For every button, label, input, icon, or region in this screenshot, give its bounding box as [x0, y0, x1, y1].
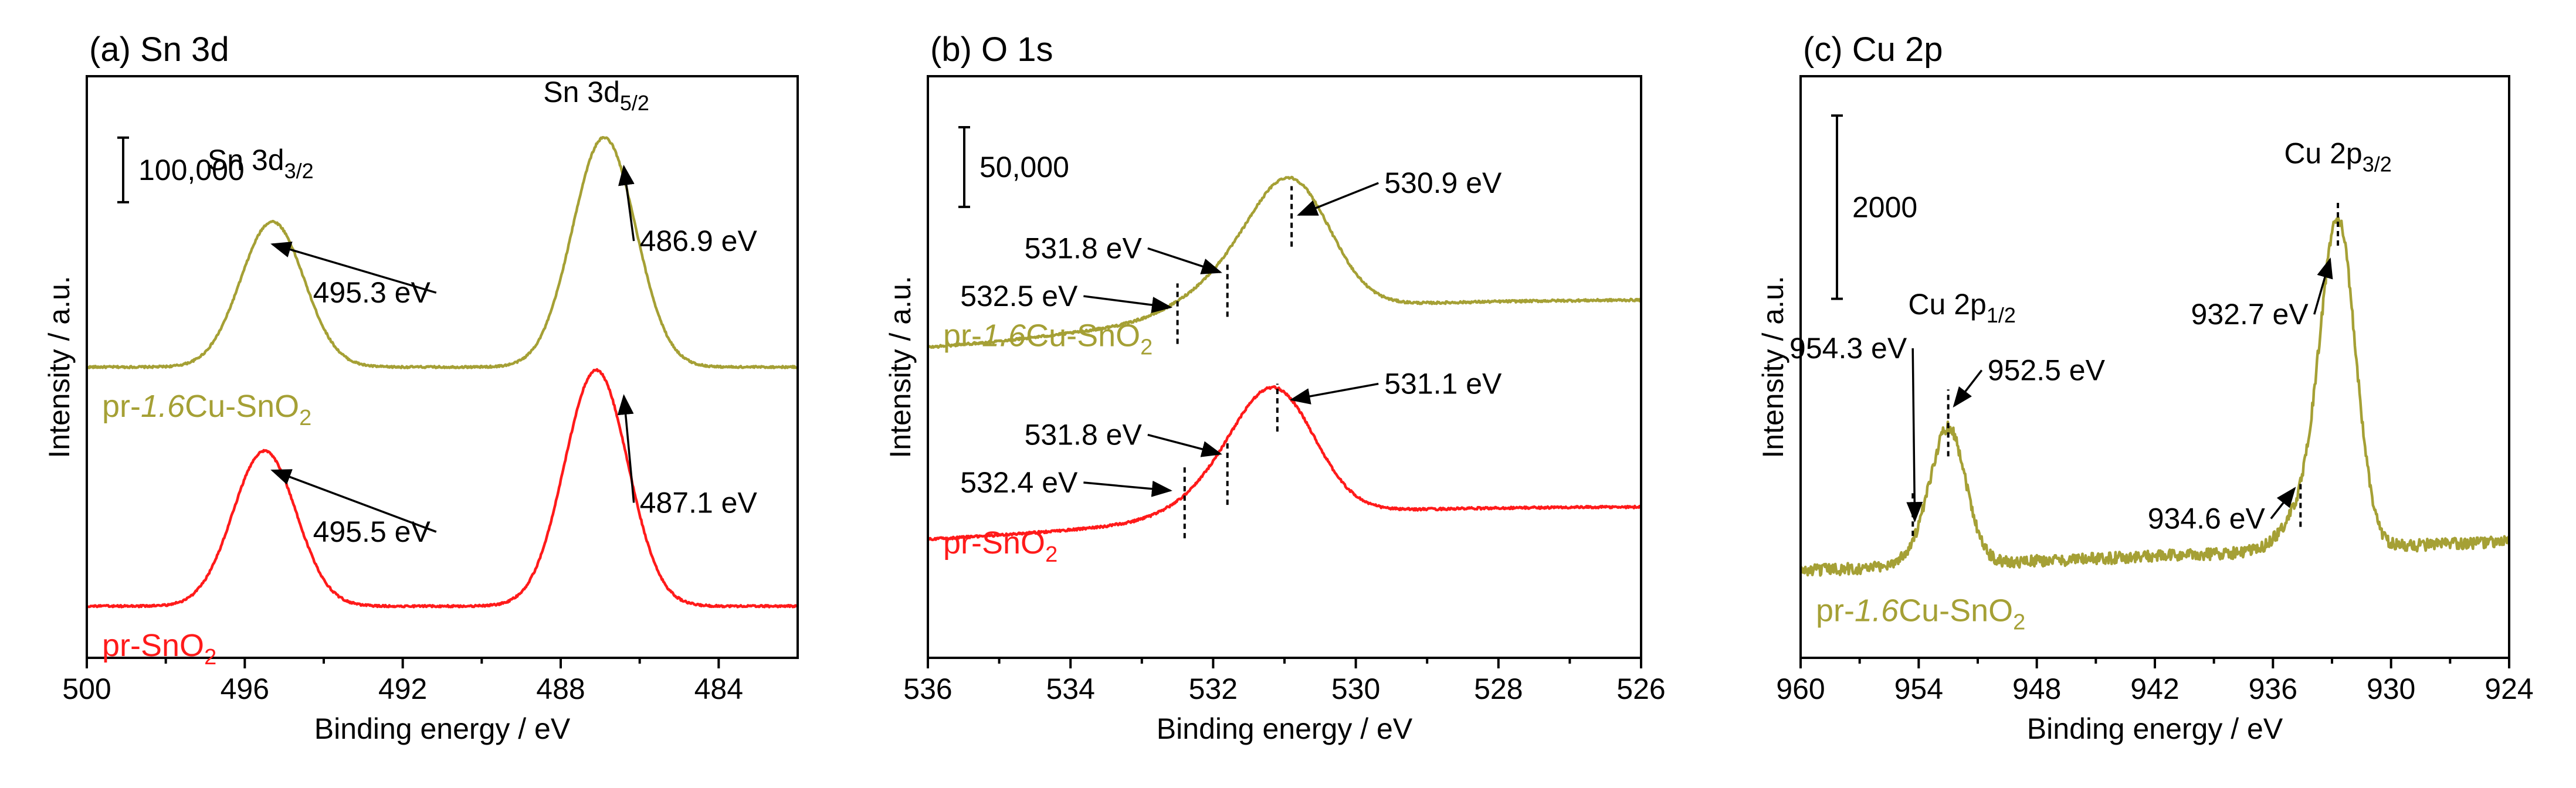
panel-a: 500 496 492 488 484 Binding energy / eV Intens… — [43, 30, 799, 745]
annotation-label-c-2: 954.3 eV — [1789, 332, 1907, 365]
x-tick-label-c-1: 954 — [1894, 672, 1943, 705]
plot-frame-a — [86, 75, 799, 659]
series-line-a-2 — [87, 368, 798, 609]
scale-bar-a: 100,000 — [117, 136, 245, 203]
series-line-b-2 — [928, 385, 1641, 542]
annotation-arrow-b-3 — [1289, 382, 1379, 405]
annotation-a-3: 487.1 eV — [617, 394, 758, 519]
annotation-label-a-2: 495.5 eV — [313, 515, 431, 548]
series-line-b-1 — [928, 175, 1641, 349]
annotation-a-0: 495.3 eV — [270, 242, 437, 309]
x-tick-label-a-4: 484 — [694, 672, 743, 705]
annotation-arrow-b-2 — [1083, 295, 1172, 313]
annotation-label-a-0: 495.3 eV — [313, 276, 431, 309]
x-tick-label-a-2: 492 — [378, 672, 427, 705]
x-axis-label-a: Binding energy / eV — [314, 712, 571, 745]
annotation-label-c-3: 934.6 eV — [2148, 502, 2266, 535]
x-tick-label-c-0: 960 — [1776, 672, 1825, 705]
series-label-a-1: pr-1.6Cu-SnO2 — [102, 389, 311, 430]
annotation-arrow-c-0 — [2313, 257, 2333, 315]
annotation-label-c-1: 952.5 eV — [1988, 354, 2106, 386]
panel-b: 536 534 532 530 528 526 Binding energy / eV Int… — [884, 30, 1666, 745]
annotation-b-5: 532.4 eV — [960, 466, 1172, 499]
annotation-label-b-2: 532.5 eV — [960, 280, 1078, 313]
y-axis-label-c: Intensity / a.u. — [1757, 276, 1789, 458]
panel-title-c: (c) Cu 2p — [1803, 30, 1943, 69]
x-tick-label-c-4: 936 — [2249, 672, 2297, 705]
annotation-arrow-c-2 — [1906, 348, 1923, 523]
x-tick-label-a-0: 500 — [62, 672, 111, 705]
annotation-a-1: 486.9 eV — [618, 164, 758, 257]
series-label-a-2: pr-SnO2 — [102, 628, 216, 670]
y-axis-label-a: Intensity / a.u. — [43, 276, 76, 458]
series-label-b-2: pr-SnO2 — [943, 525, 1057, 567]
peak-label-a-0: Sn 3d3/2 — [208, 144, 314, 183]
annotation-label-b-5: 532.4 eV — [960, 466, 1078, 499]
x-tick-label-b-5: 526 — [1616, 672, 1665, 705]
x-tick-label-c-6: 924 — [2485, 672, 2533, 705]
annotation-a-2: 495.5 eV — [270, 469, 437, 548]
annotation-b-2: 532.5 eV — [960, 280, 1172, 313]
series-label-c-1: pr-1.6Cu-SnO2 — [1816, 593, 2025, 635]
plot-frame-c — [1799, 75, 2510, 659]
x-tick-label-a-1: 496 — [221, 672, 269, 705]
peak-label-c-1: Cu 2p3/2 — [2284, 137, 2391, 176]
panel-c: 960 954 948 942 936 930 924 Binding energy / eV… — [1757, 30, 2534, 745]
annotation-label-b-4: 531.8 eV — [1025, 419, 1143, 451]
annotation-label-c-0: 932.7 eV — [2191, 298, 2309, 331]
scale-bar-c: 2000 — [1831, 114, 1917, 300]
x-tick-label-b-0: 536 — [903, 672, 952, 705]
peak-label-c-0: Cu 2p1/2 — [1908, 288, 2015, 327]
annotation-label-a-1: 486.9 eV — [640, 225, 758, 257]
annotation-arrow-a-3 — [617, 394, 635, 503]
annotation-arrow-a-0 — [270, 242, 437, 294]
x-tick-label-b-2: 532 — [1189, 672, 1238, 705]
x-tick-label-c-3: 942 — [2130, 672, 2179, 705]
x-axis-label-c: Binding energy / eV — [2027, 712, 2283, 745]
scale-bar-label-c: 2000 — [1852, 191, 1917, 223]
annotation-c-3: 934.6 eV — [2148, 487, 2296, 535]
annotation-arrow-a-1 — [618, 164, 635, 242]
x-tick-label-b-3: 530 — [1331, 672, 1380, 705]
annotation-arrow-c-3 — [2270, 487, 2296, 519]
annotation-b-3: 531.1 eV — [1289, 368, 1502, 405]
annotation-label-b-0: 530.9 eV — [1384, 167, 1502, 199]
x-axis-label-b: Binding energy / eV — [1157, 712, 1413, 745]
series-label-b-1: pr-1.6Cu-SnO2 — [943, 318, 1153, 359]
annotation-b-4: 531.8 eV — [1025, 419, 1222, 457]
annotation-label-a-3: 487.1 eV — [640, 486, 758, 519]
x-tick-label-b-4: 528 — [1474, 672, 1523, 705]
annotation-arrow-b-1 — [1147, 247, 1222, 274]
peak-label-a-1: Sn 3d5/2 — [543, 76, 649, 115]
annotation-label-b-1: 531.8 eV — [1025, 232, 1143, 265]
scale-bar-label-b: 50,000 — [979, 151, 1069, 184]
annotation-b-0: 530.9 eV — [1297, 167, 1502, 216]
series-line-a-1 — [87, 135, 798, 369]
x-tick-label-a-3: 488 — [536, 672, 585, 705]
x-tick-label-c-2: 948 — [2012, 672, 2061, 705]
annotation-arrow-b-0 — [1297, 182, 1379, 216]
annotation-arrow-b-4 — [1147, 433, 1222, 457]
scale-bar-label-a: 100,000 — [138, 154, 245, 186]
scale-bar-b: 50,000 — [958, 125, 1069, 208]
y-axis-label-b: Intensity / a.u. — [884, 276, 917, 458]
x-tick-label-b-1: 534 — [1046, 672, 1094, 705]
panel-title-b: (b) O 1s — [930, 30, 1053, 69]
annotation-arrow-b-5 — [1083, 480, 1172, 497]
annotation-arrow-a-2 — [270, 469, 437, 533]
x-tick-label-c-5: 930 — [2367, 672, 2415, 705]
annotation-c-2: 954.3 eV — [1789, 332, 1923, 523]
annotation-b-1: 531.8 eV — [1025, 232, 1222, 274]
annotation-label-b-3: 531.1 eV — [1384, 368, 1502, 400]
annotation-arrow-c-1 — [1953, 369, 1983, 408]
panel-title-a: (a) Sn 3d — [89, 30, 229, 69]
annotation-c-0: 932.7 eV — [2191, 257, 2333, 331]
annotation-c-1: 952.5 eV — [1953, 354, 2106, 408]
